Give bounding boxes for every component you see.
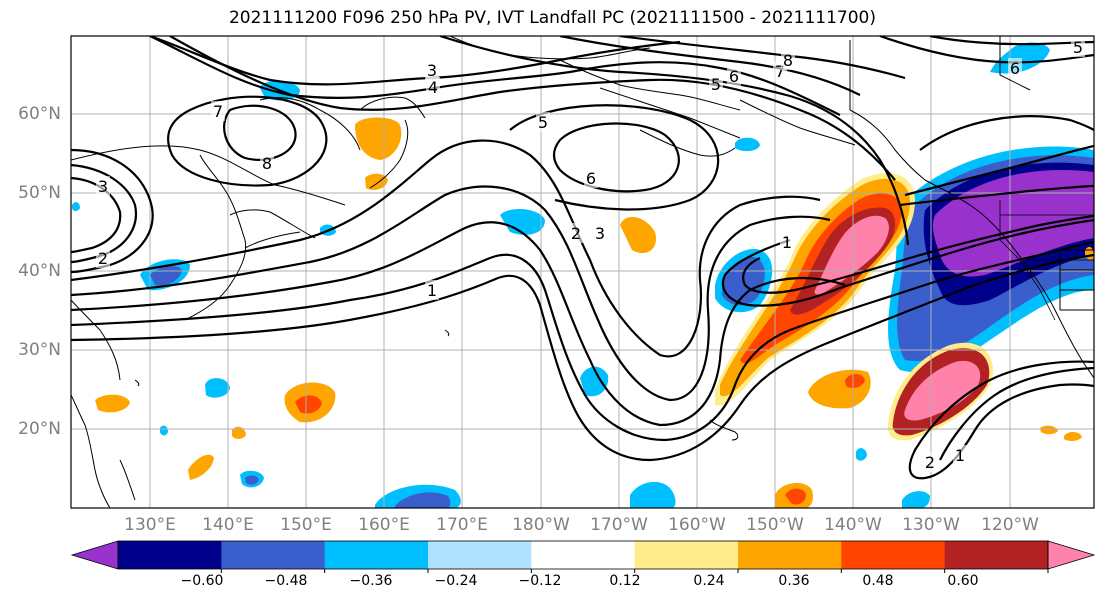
contour-label: 5 <box>1073 38 1083 57</box>
lon-label: 140°E <box>202 515 254 535</box>
contour-label: 6 <box>586 169 596 188</box>
graticule <box>71 36 1094 508</box>
contour-label: 5 <box>538 113 548 132</box>
lat-label: 40°N <box>18 261 61 281</box>
lon-label: 160°E <box>358 515 410 535</box>
contour-label-bg <box>781 50 795 70</box>
contour-label: 8 <box>783 51 793 70</box>
colorbar-bin <box>428 541 532 569</box>
colorbar-tick-label: −0.24 <box>434 573 478 589</box>
contour-label-bg <box>569 223 583 243</box>
lon-label: 150°W <box>746 515 804 535</box>
lon-label: 160°W <box>668 515 726 535</box>
lon-label: 140°W <box>824 515 882 535</box>
contour-label: 6 <box>1010 59 1020 78</box>
contour-label: 7 <box>213 102 223 121</box>
contour-label-bg <box>584 168 598 188</box>
lon-label: 130°E <box>124 515 176 535</box>
figure-title: 2021111200 F096 250 hPa PV, IVT Landfall… <box>228 8 876 28</box>
contour-label-bg <box>426 77 440 97</box>
contour-label-bg <box>96 176 110 196</box>
contour-label-bg <box>709 74 723 94</box>
contour-label: 2 <box>98 249 108 268</box>
lon-label: 170°W <box>590 515 648 535</box>
contour-label-bg <box>536 112 550 132</box>
colorbar-bin <box>221 541 326 569</box>
colorbar-bin <box>944 541 1049 569</box>
contour-label: 2 <box>571 224 581 243</box>
colorbar-tick-label: −0.60 <box>180 573 224 589</box>
contour-label-bg <box>425 60 439 80</box>
colorbar-bin <box>531 541 636 569</box>
contour-label-bg <box>780 232 794 252</box>
contour-label-bg <box>1008 58 1022 78</box>
colorbar-bin <box>841 541 946 569</box>
colorbar-bin <box>118 541 222 569</box>
contour-label: 7 <box>775 62 785 81</box>
lon-label: 120°W <box>981 515 1039 535</box>
colorbar-bin <box>324 541 429 569</box>
contour-label-bg <box>211 101 225 121</box>
colorbar-bin <box>738 541 842 569</box>
contour-label-bg <box>953 445 967 465</box>
colorbar-extend-high <box>1047 540 1096 570</box>
colorbar-extend-low <box>70 540 119 570</box>
colorbar-tick-label: 0.36 <box>778 573 810 589</box>
contour-label: 3 <box>98 177 108 196</box>
contour-label-bg <box>593 223 607 243</box>
lon-label: 130°W <box>902 515 960 535</box>
state-borders <box>999 200 1094 321</box>
lat-label: 60°N <box>18 104 61 124</box>
colorbar-tick-label: −0.48 <box>264 573 308 589</box>
contour-label: 8 <box>262 154 272 173</box>
contour-label: 1 <box>955 446 965 465</box>
lon-label: 150°E <box>280 515 332 535</box>
contour-label-bg <box>425 280 439 300</box>
contour-label: 2 <box>925 453 935 472</box>
lat-label: 50°N <box>18 183 61 203</box>
colorbar-bin <box>634 541 739 569</box>
colorbar-tick-label: 0.48 <box>862 573 894 589</box>
coastlines <box>71 36 1094 508</box>
contour-label-bg <box>923 452 937 472</box>
map-frame <box>70 35 1095 509</box>
lat-label: 20°N <box>18 419 61 439</box>
contour-label: 3 <box>427 61 437 80</box>
colorbar-tick-label: 0.60 <box>947 573 979 589</box>
contour-label: 5 <box>711 75 721 94</box>
contour-label-bg <box>1071 37 1085 57</box>
contour-label: 1 <box>427 281 437 300</box>
colorbar-tick-label: 0.24 <box>693 573 725 589</box>
colorbar-tick-label: 0.12 <box>609 573 641 589</box>
lon-label: 180°W <box>512 515 570 535</box>
colorbar-tick-label: −0.36 <box>349 573 393 589</box>
contour-label: 1 <box>782 233 792 252</box>
ivt-shading <box>72 42 1094 508</box>
contour-label-bg <box>96 248 110 268</box>
lat-label: 30°N <box>18 340 61 360</box>
contour-label-bg <box>727 66 741 86</box>
colorbar <box>70 540 1096 573</box>
contour-label: 3 <box>595 224 605 243</box>
contour-label: 6 <box>729 67 739 86</box>
lon-label: 170°E <box>436 515 488 535</box>
contour-label-bg <box>260 153 274 173</box>
colorbar-tick-label: −0.12 <box>518 573 562 589</box>
contour-label: 4 <box>428 78 438 97</box>
colorbar-frame <box>117 540 1049 570</box>
